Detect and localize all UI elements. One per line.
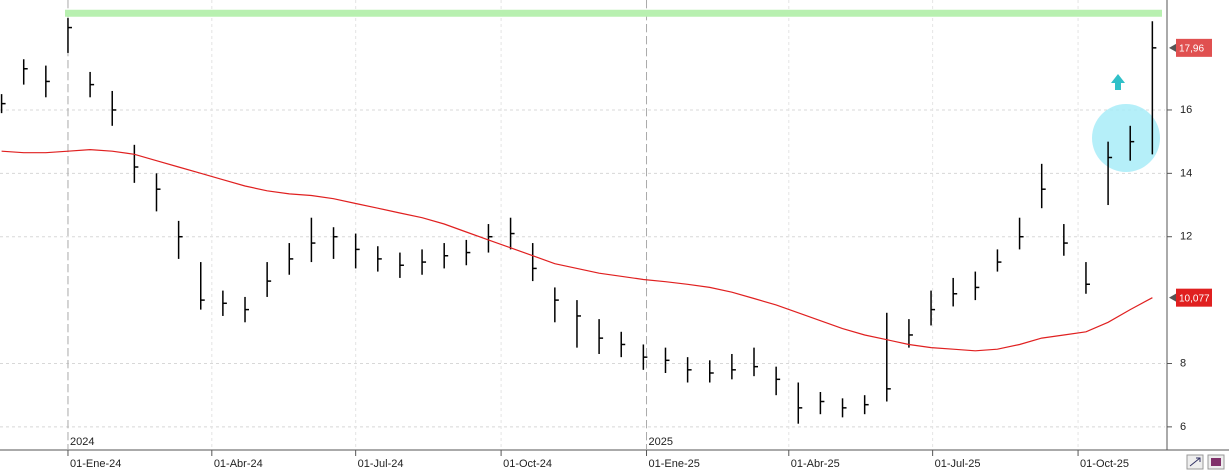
x-tick-label: 01-Ene-25 (649, 458, 700, 470)
price-tag-label: 17,96 (1179, 43, 1204, 54)
x-tick-label: 01-Abr-25 (791, 458, 840, 470)
price-tag (1176, 38, 1212, 57)
price-tag (1176, 288, 1212, 307)
year-label: 2025 (649, 436, 673, 448)
x-tick-label: 01-Jul-25 (935, 458, 981, 470)
price-tag-label: 10,077 (1179, 293, 1210, 304)
y-tick-label: 6 (1180, 421, 1186, 433)
y-tick-label: 14 (1180, 167, 1192, 179)
price-tag-pointer (1169, 43, 1176, 52)
y-tick-label: 8 (1180, 357, 1186, 369)
scale-icon (1189, 457, 1201, 467)
year-label: 2024 (70, 436, 94, 448)
x-tick-label: 01-Oct-24 (503, 458, 552, 470)
moving-average (1, 148, 1153, 352)
x-tick-label: 01-Oct-25 (1080, 458, 1129, 470)
up-arrow (1111, 74, 1125, 90)
x-tick-label: 01-Ene-24 (70, 458, 121, 470)
highlight-circle (1092, 104, 1160, 172)
x-tick-label: 01-Jul-24 (358, 458, 404, 470)
x-tick-label: 01-Abr-24 (214, 458, 263, 470)
price-tag-pointer (1169, 293, 1176, 302)
y-tick-label: 12 (1180, 231, 1192, 243)
y-tick-label: 16 (1180, 104, 1192, 116)
save-icon (1211, 458, 1221, 466)
